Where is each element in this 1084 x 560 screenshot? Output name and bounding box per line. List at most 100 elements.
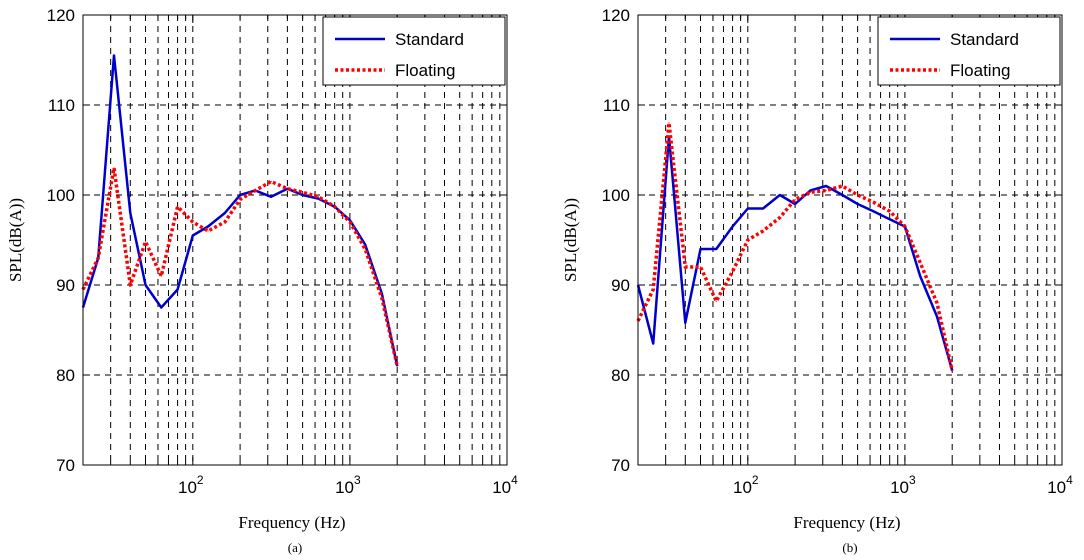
data-point-floating	[825, 189, 827, 192]
data-point-floating	[699, 266, 702, 268]
y-tick-label: 70	[611, 456, 630, 475]
y-tick-label: 120	[602, 6, 630, 25]
data-point-floating	[747, 239, 749, 241]
data-point-standard	[809, 189, 811, 192]
y-tick-label: 80	[611, 366, 630, 385]
data-point-floating	[364, 248, 366, 250]
data-point-standard	[349, 219, 351, 221]
data-point-floating	[97, 257, 99, 259]
data-point-floating	[731, 270, 734, 273]
data-point-floating	[349, 221, 351, 223]
data-point-floating	[762, 230, 764, 232]
data-point-standard	[317, 198, 319, 200]
y-axis-label: SPL(dB(A))	[6, 198, 25, 282]
data-point-standard	[192, 234, 194, 237]
data-point-floating	[951, 369, 953, 372]
data-point-floating	[144, 241, 147, 243]
data-point-standard	[889, 218, 891, 220]
x-tick-label: 104	[492, 473, 518, 497]
y-tick-label: 90	[56, 276, 75, 295]
legend-label-floating: Floating	[950, 61, 1010, 80]
data-point-floating	[794, 198, 796, 201]
x-tick-label: 102	[178, 473, 204, 497]
data-point-standard	[794, 203, 796, 205]
plot-frame	[82, 14, 508, 466]
data-point-standard	[224, 212, 226, 214]
y-tick-label: 80	[56, 366, 75, 385]
data-point-standard	[160, 306, 162, 309]
data-point-floating	[684, 266, 686, 268]
data-point-standard	[841, 194, 843, 196]
data-point-standard	[176, 288, 179, 291]
data-point-floating	[160, 275, 162, 277]
data-point-standard	[779, 194, 781, 196]
data-point-standard	[270, 196, 272, 198]
data-point-floating	[317, 196, 319, 198]
x-tick-label: 102	[733, 473, 759, 497]
panel-label: (b)	[842, 540, 857, 555]
legend: Standard Floating	[877, 16, 1061, 86]
data-point-floating	[176, 206, 179, 208]
data-point-floating	[872, 201, 874, 203]
x-tick-label: 103	[335, 473, 361, 497]
data-point-standard	[762, 207, 764, 210]
chart-panel-b: 70 80 90 100 110 120 102 103 104 Standard Floating…	[561, 6, 1073, 555]
legend: Standard Floating	[322, 16, 506, 86]
y-tick-label: 110	[48, 96, 75, 115]
y-tick-label: 120	[47, 6, 75, 25]
y-tick-label: 110	[603, 96, 630, 115]
data-point-standard	[919, 275, 921, 277]
data-point-standard	[364, 243, 366, 246]
data-point-standard	[129, 212, 131, 214]
data-point-standard	[144, 284, 147, 286]
data-point-floating	[207, 230, 209, 232]
data-point-floating	[857, 194, 859, 196]
x-tick-label: 103	[890, 473, 916, 497]
data-point-standard	[699, 248, 702, 250]
data-point-floating	[270, 180, 272, 183]
data-point-standard	[113, 54, 115, 57]
x-tick-label: 104	[1047, 473, 1073, 497]
data-point-floating	[381, 297, 383, 300]
data-point-standard	[872, 210, 874, 212]
data-point-floating	[652, 288, 654, 291]
panel-label: (a)	[288, 540, 302, 555]
x-axis-label: Frequency (Hz)	[793, 513, 900, 532]
data-point-floating	[668, 122, 670, 124]
data-point-standard	[302, 194, 304, 196]
data-point-floating	[224, 221, 226, 223]
y-tick-label: 100	[602, 186, 630, 205]
data-point-floating	[936, 302, 938, 304]
legend-label-floating: Floating	[395, 61, 455, 80]
data-point-floating	[779, 216, 781, 219]
data-point-floating	[396, 365, 398, 367]
legend-label-standard: Standard	[950, 30, 1019, 49]
data-point-floating	[239, 198, 241, 201]
legend-box	[877, 16, 1061, 86]
data-point-floating	[129, 284, 131, 286]
data-point-floating	[286, 188, 288, 190]
data-point-floating	[919, 261, 921, 264]
legend-box	[322, 16, 506, 86]
legend-label-standard: Standard	[395, 30, 464, 49]
data-point-floating	[113, 167, 115, 169]
data-point-standard	[825, 185, 827, 187]
data-point-standard	[652, 342, 654, 345]
data-point-floating	[841, 185, 843, 187]
data-point-floating	[809, 191, 811, 193]
y-tick-label: 90	[611, 276, 630, 295]
data-point-standard	[239, 194, 241, 196]
data-point-floating	[889, 210, 891, 212]
series-line-standard	[81, 54, 399, 367]
data-point-standard	[684, 322, 686, 324]
data-point-standard	[715, 248, 717, 250]
data-point-floating	[254, 189, 256, 192]
y-axis-label: SPL(dB(A))	[561, 198, 580, 282]
data-point-floating	[302, 191, 304, 193]
data-point-standard	[747, 207, 749, 210]
data-point-floating	[715, 300, 717, 302]
data-point-standard	[731, 225, 734, 228]
x-axis-label: Frequency (Hz)	[238, 513, 345, 532]
data-point-floating	[192, 221, 194, 223]
